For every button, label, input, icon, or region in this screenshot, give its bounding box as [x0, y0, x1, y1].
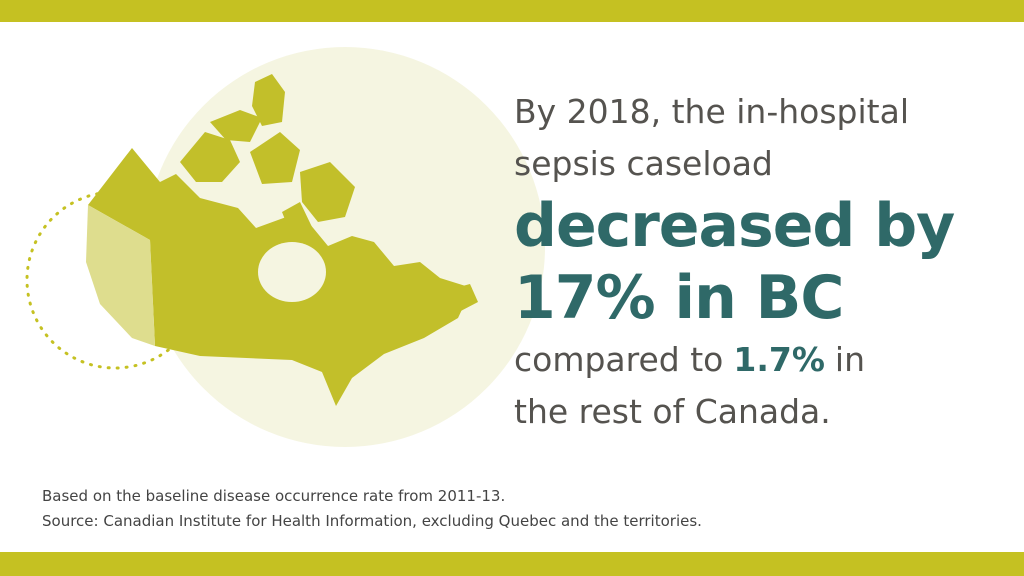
message: By 2018, the in-hospital sepsis caseload…: [514, 86, 1014, 438]
comparison-line: compared to 1.7% in: [514, 334, 1014, 386]
island: [250, 132, 300, 184]
footnote: Source: Canadian Institute for Health In…: [42, 512, 702, 530]
comparison-tail: in: [834, 340, 865, 379]
british-columbia: [86, 205, 155, 346]
emphasis-line: 17% in BC: [514, 263, 844, 333]
bottom-band: [0, 552, 1024, 576]
island: [210, 110, 262, 142]
island: [252, 74, 285, 126]
headline-line: By 2018, the in-hospital: [514, 92, 910, 131]
island: [282, 202, 312, 237]
comparison-lead: compared to: [514, 340, 724, 379]
canada-map: [25, 47, 545, 447]
headline-line: sepsis caseload: [514, 144, 773, 183]
emphasis-line: decreased by: [514, 191, 955, 261]
island: [180, 132, 240, 182]
footnote: Based on the baseline disease occurrence…: [42, 487, 506, 505]
footnotes: Based on the baseline disease occurrence…: [42, 484, 702, 534]
island: [440, 284, 478, 314]
island: [300, 162, 355, 222]
hudson-bay: [258, 242, 326, 302]
top-band: [0, 0, 1024, 22]
comparison-figure: 1.7%: [733, 340, 825, 379]
comparison-line: the rest of Canada.: [514, 392, 831, 431]
